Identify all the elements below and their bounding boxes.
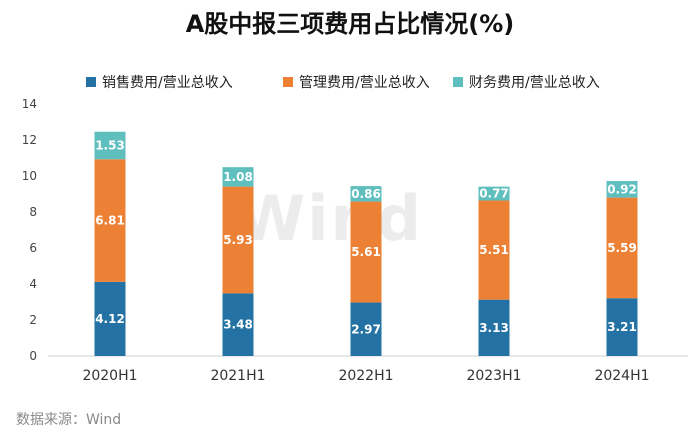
bar-segment (606, 197, 638, 299)
bar-value-label: 6.81 (95, 214, 125, 228)
bar-segment (350, 302, 382, 356)
bar-value-label: 2.97 (351, 322, 381, 336)
x-tick-label: 2021H1 (210, 368, 265, 384)
x-tick-label: 2022H1 (338, 368, 393, 384)
bar-segment (478, 299, 510, 356)
bar-segment (94, 281, 126, 356)
bar-value-label: 4.12 (95, 312, 125, 326)
y-tick-label: 6 (29, 241, 37, 255)
legend-swatch (283, 77, 293, 87)
bar-segment (350, 186, 382, 202)
bar-value-label: 0.86 (351, 187, 381, 201)
legend-label: 管理费用/营业总收入 (299, 75, 430, 91)
legend-label: 销售费用/营业总收入 (102, 75, 233, 91)
y-tick-label: 10 (22, 169, 37, 183)
x-tick-label: 2020H1 (82, 368, 137, 384)
bar-value-label: 0.77 (479, 187, 509, 201)
bar-segment (606, 181, 638, 198)
bar-segment (606, 298, 638, 356)
legend-label: 财务费用/营业总收入 (469, 75, 600, 91)
bar-value-label: 5.61 (351, 245, 381, 259)
bar-value-label: 1.53 (95, 138, 125, 152)
bar-segment (478, 186, 510, 201)
bars: 4.12 6.81 1.53 2020H1 3.48 5.93 1.08 2021H1 2.97… (82, 131, 650, 384)
bar-segment (350, 201, 382, 303)
bar-segment (94, 159, 126, 282)
bar-value-label: 5.51 (479, 243, 509, 257)
legend-swatch (86, 77, 96, 87)
y-tick-label: 0 (29, 349, 37, 363)
bar-value-label: 3.21 (607, 320, 637, 334)
bar-segment (222, 293, 254, 356)
legend: 销售费用/营业总收入 管理费用/营业总收入 财务费用/营业总收入 (86, 75, 600, 91)
bar-value-label: 1.08 (223, 170, 253, 184)
bar-value-label: 3.13 (479, 321, 509, 335)
bar-segment (222, 167, 254, 187)
bar-value-label: 3.48 (223, 318, 253, 332)
bar-segment (222, 186, 254, 294)
bar-value-label: 0.92 (607, 182, 637, 196)
bar-value-label: 5.59 (607, 241, 637, 255)
y-tick-label: 14 (22, 97, 37, 111)
chart-title: A股中报三项费用占比情况(%) (186, 10, 515, 38)
bar-value-label: 5.93 (223, 233, 253, 247)
watermark: Wind (237, 182, 423, 255)
y-tick-label: 4 (29, 277, 37, 291)
y-tick-label: 8 (29, 205, 37, 219)
source-note: 数据来源：Wind (16, 412, 121, 428)
legend-swatch (453, 77, 463, 87)
bar-segment (478, 200, 510, 300)
y-tick-label: 2 (29, 313, 37, 327)
y-tick-label: 12 (22, 133, 37, 147)
bar-segment (94, 131, 126, 160)
x-tick-label: 2023H1 (466, 368, 521, 384)
x-tick-label: 2024H1 (594, 368, 649, 384)
